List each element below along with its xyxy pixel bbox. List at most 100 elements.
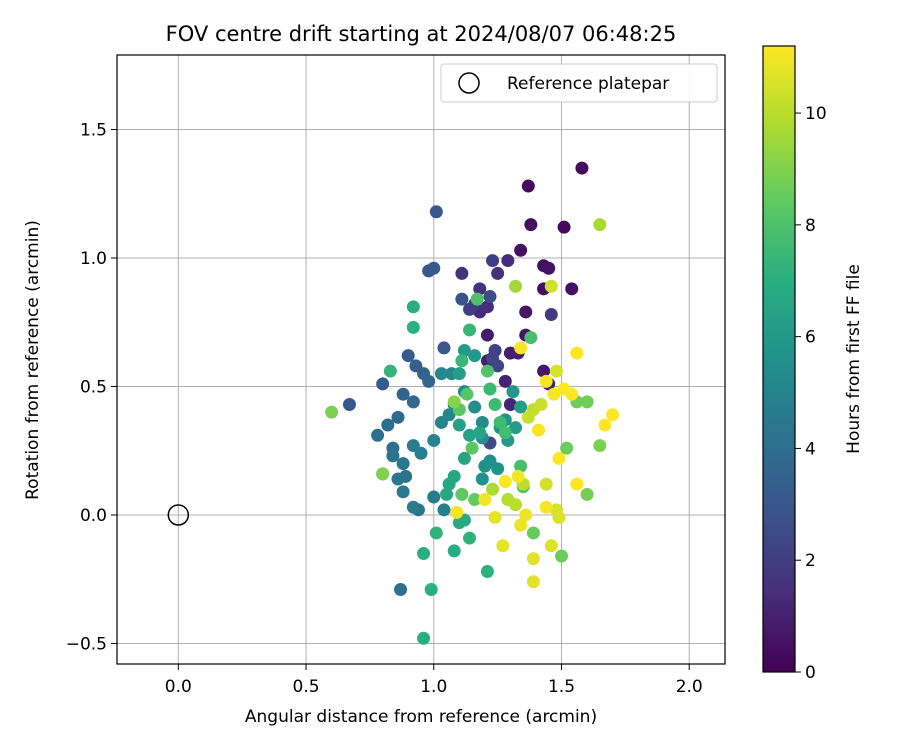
data-point — [493, 415, 507, 429]
data-point — [519, 508, 533, 522]
data-point — [514, 518, 528, 532]
data-point — [565, 387, 579, 401]
data-point — [526, 575, 540, 589]
data-point — [427, 261, 441, 275]
data-point — [470, 292, 484, 306]
data-point — [506, 385, 520, 399]
data-point — [480, 300, 494, 314]
legend: Reference platepar — [440, 63, 718, 103]
data-point — [391, 410, 405, 424]
data-point — [509, 498, 523, 512]
reference-platepar-marker — [167, 504, 190, 526]
data-point — [524, 331, 538, 345]
data-point — [532, 423, 546, 437]
data-point — [486, 254, 500, 268]
data-point — [557, 220, 571, 234]
data-point — [460, 387, 474, 401]
data-point — [381, 418, 395, 432]
data-point — [473, 282, 487, 296]
data-point — [593, 218, 607, 232]
data-point — [580, 487, 594, 501]
data-point — [544, 539, 558, 553]
data-point — [480, 364, 494, 378]
data-point — [480, 564, 494, 578]
data-point — [386, 449, 400, 463]
data-point — [539, 374, 553, 388]
data-point — [406, 300, 420, 314]
data-point — [496, 539, 510, 553]
data-point — [552, 451, 566, 465]
data-point — [560, 441, 574, 455]
colorbar-ticks: 0 2 4 6 8 10 — [795, 104, 827, 683]
data-point — [414, 446, 428, 460]
data-point — [406, 395, 420, 409]
data-point — [468, 349, 482, 363]
data-point — [565, 282, 579, 296]
legend-marker-icon — [458, 72, 480, 94]
data-points — [325, 161, 620, 645]
data-point — [534, 397, 548, 411]
x-tick-label: 2.0 — [676, 677, 703, 697]
data-point — [437, 341, 451, 355]
data-point — [514, 400, 528, 414]
data-point — [325, 405, 339, 419]
data-point — [434, 367, 448, 381]
data-point — [491, 462, 505, 476]
data-point — [475, 415, 489, 429]
data-point — [537, 364, 551, 378]
y-tick-label: 0.5 — [80, 377, 107, 397]
data-point — [483, 290, 497, 304]
data-point — [396, 485, 410, 499]
data-point — [429, 526, 443, 540]
x-axis-ticks: 0.0 0.5 1.0 1.5 2.0 — [165, 664, 703, 697]
data-point — [383, 364, 397, 378]
data-point — [580, 395, 594, 409]
data-point — [457, 451, 471, 465]
data-point — [514, 459, 528, 473]
data-point — [440, 487, 454, 501]
colorbar-tick-label: 2 — [805, 551, 816, 571]
data-point — [463, 531, 477, 545]
data-point — [422, 374, 436, 388]
data-point — [417, 631, 431, 645]
y-tick-label: 0.0 — [80, 506, 107, 526]
data-point — [539, 500, 553, 514]
data-point — [526, 552, 540, 566]
colorbar-tick-label: 10 — [805, 104, 827, 124]
data-point — [394, 582, 408, 596]
colorbar-tick-label: 8 — [805, 216, 816, 236]
y-tick-label: 1.0 — [80, 249, 107, 269]
legend-entry-reference-platepar: Reference platepar — [507, 74, 669, 94]
data-point — [521, 179, 535, 193]
data-point — [526, 526, 540, 540]
legend-box — [440, 63, 718, 103]
data-point — [498, 374, 512, 388]
x-tick-label: 1.5 — [548, 677, 575, 697]
data-point — [406, 320, 420, 334]
data-point — [401, 349, 415, 363]
data-point — [452, 418, 466, 432]
data-point — [427, 433, 441, 447]
data-point — [539, 477, 553, 491]
data-point — [406, 500, 420, 514]
colorbar-label: Hours from first FF file — [844, 264, 864, 454]
data-point — [427, 490, 441, 504]
data-point — [447, 395, 461, 409]
data-point — [483, 382, 497, 396]
chart-title: FOV centre drift starting at 2024/08/07 … — [166, 22, 677, 46]
data-point — [478, 493, 492, 507]
data-point — [593, 439, 607, 453]
data-point — [488, 511, 502, 525]
data-point — [455, 487, 469, 501]
data-point — [547, 387, 561, 401]
data-point — [468, 493, 482, 507]
data-point — [342, 397, 356, 411]
data-point — [442, 408, 456, 422]
y-axis-label: Rotation from reference (arcmin) — [23, 220, 43, 500]
data-point — [501, 254, 515, 268]
data-point — [391, 472, 405, 486]
data-point — [514, 341, 528, 355]
data-point — [424, 582, 438, 596]
